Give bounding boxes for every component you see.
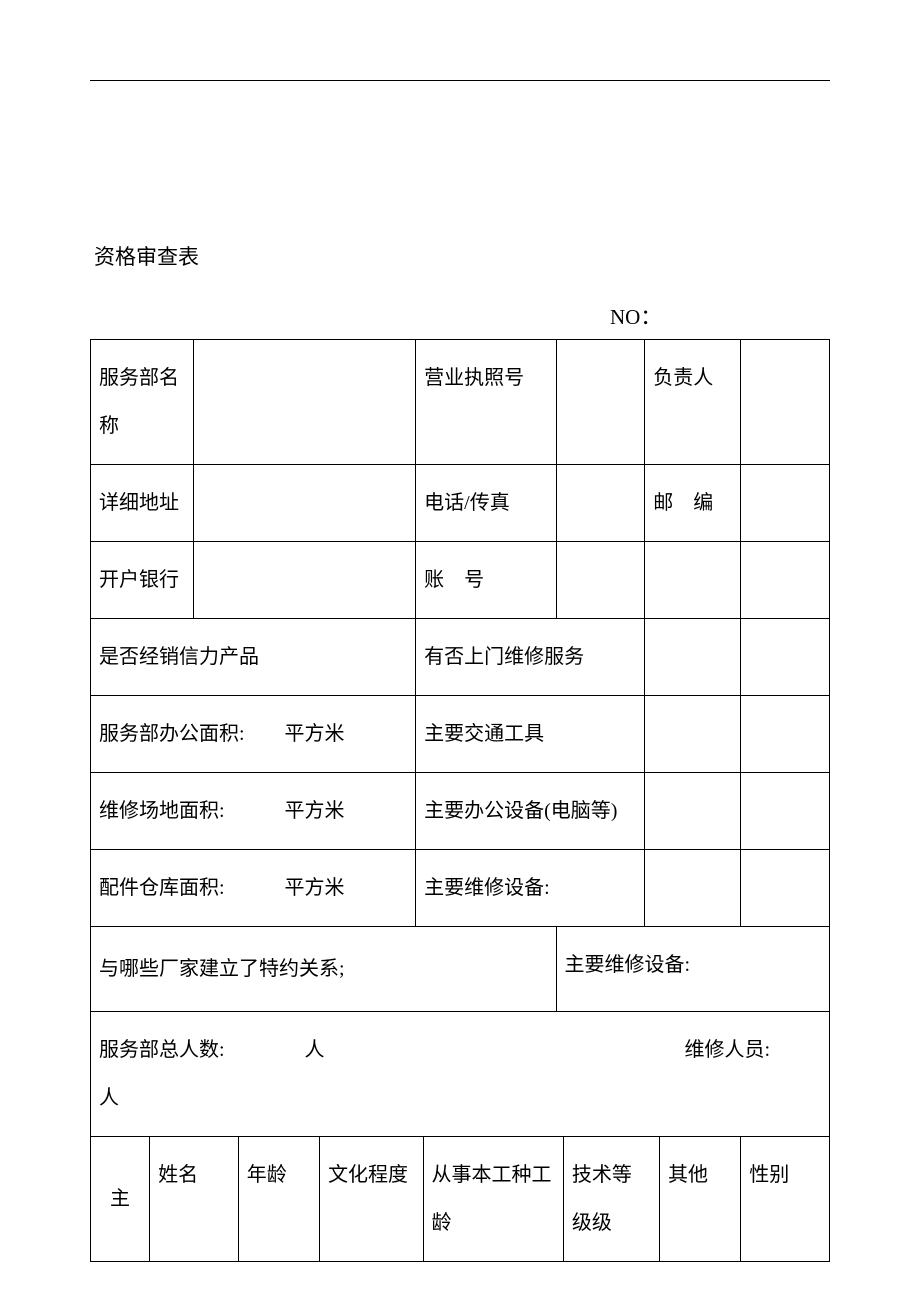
label-bank: 开户银行 [91,542,194,619]
table-row: 配件仓库面积: 平方米 主要维修设备: [91,850,830,927]
cell-empty [741,542,830,619]
cell-empty [645,542,741,619]
col-education: 文化程度 [320,1137,423,1262]
label-responsible: 负责人 [645,340,741,465]
col-name: 姓名 [150,1137,239,1262]
form-number-label: NO： [90,301,830,331]
form-title: 资格审查表 [90,241,830,271]
col-skill-level: 技术等级级 [563,1137,659,1262]
value-account [556,542,645,619]
cell-empty [741,619,830,696]
cell-empty [741,850,830,927]
label-postcode: 邮 编 [645,465,741,542]
value-phone-fax [556,465,645,542]
value-license-no [556,340,645,465]
header-divider [90,80,830,81]
table-row: 开户银行 账 号 [91,542,830,619]
label-sell-product: 是否经销信力产品 [91,619,416,696]
label-warehouse-area: 配件仓库面积: 平方米 [91,850,416,927]
label-account: 账 号 [416,542,556,619]
cell-empty [741,773,830,850]
col-work-years: 从事本工种工龄 [423,1137,563,1262]
cell-empty [741,696,830,773]
label-phone-fax: 电话/传真 [416,465,556,542]
label-repair-equipment-2: 主要维修设备: [556,927,829,1012]
label-service-name: 服务部名称 [91,340,194,465]
value-bank [194,542,416,619]
label-repair-equipment: 主要维修设备: [416,850,645,927]
table-row: 与哪些厂家建立了特约关系; 主要维修设备: [91,927,830,1012]
label-office-area: 服务部办公面积: 平方米 [91,696,416,773]
value-address [194,465,416,542]
personnel-table: 主 姓名 年龄 文化程度 从事本工种工龄 技术等级级 其他 性别 [90,1136,830,1262]
col-age: 年龄 [238,1137,319,1262]
label-special-contract: 与哪些厂家建立了特约关系; [91,927,557,1012]
value-postcode [741,465,830,542]
label-onsite-service: 有否上门维修服务 [416,619,645,696]
cell-empty [645,773,741,850]
cell-empty [645,696,741,773]
cell-empty [645,850,741,927]
table-row: 维修场地面积: 平方米 主要办公设备(电脑等) [91,773,830,850]
table-row: 是否经销信力产品 有否上门维修服务 [91,619,830,696]
label-transport: 主要交通工具 [416,696,645,773]
col-other: 其他 [659,1137,740,1262]
personnel-header-row: 主 姓名 年龄 文化程度 从事本工种工龄 技术等级级 其他 性别 [91,1137,830,1262]
label-office-equipment: 主要办公设备(电脑等) [416,773,645,850]
label-address: 详细地址 [91,465,194,542]
label-license-no: 营业执照号 [416,340,556,465]
value-responsible [741,340,830,465]
label-main: 主 [91,1137,150,1262]
table-row: 详细地址 电话/传真 邮 编 [91,465,830,542]
cell-empty [645,619,741,696]
table-row: 服务部名称 营业执照号 负责人 [91,340,830,465]
qualification-table: 服务部名称 营业执照号 负责人 详细地址 电话/传真 邮 编 开户银行 账 号 … [90,339,830,1137]
label-repair-area: 维修场地面积: 平方米 [91,773,416,850]
col-gender: 性别 [741,1137,830,1262]
value-service-name [194,340,416,465]
label-total-staff: 服务部总人数: 人 维修人员: 人 [91,1012,830,1137]
table-row: 服务部办公面积: 平方米 主要交通工具 [91,696,830,773]
table-row: 服务部总人数: 人 维修人员: 人 [91,1012,830,1137]
